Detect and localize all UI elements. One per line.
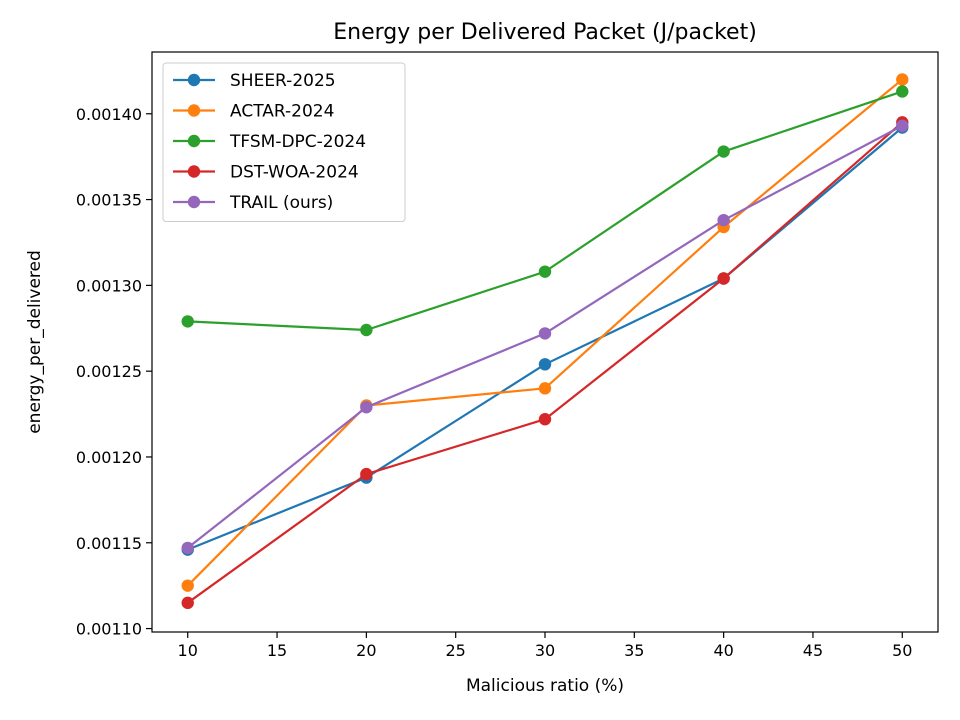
data-point (181, 541, 194, 555)
series-layer (181, 73, 909, 610)
y-tick-label: 0.00110 (76, 620, 142, 639)
legend: SHEER-2025 ACTAR-2024 TFSM-DPC-2024 DST-WOA… (162, 62, 406, 222)
data-point (896, 73, 909, 86)
legend-label: DST-WOA-2024 (230, 163, 359, 183)
y-tick-label: 0.00115 (76, 534, 142, 553)
x-axis: 10 15 20 25 30 35 40 45 50 (178, 632, 912, 660)
x-tick-label: 30 (535, 641, 555, 660)
data-point (717, 272, 730, 285)
data-point (181, 315, 194, 328)
y-tick-label: 0.00135 (76, 191, 142, 210)
data-point (896, 119, 909, 132)
y-axis: 0.00110 0.00115 0.00120 0.00125 0.00130 0.001… (76, 105, 152, 639)
legend-marker (187, 104, 201, 117)
data-point (717, 145, 730, 158)
x-tick-label: 40 (713, 641, 733, 660)
data-point (181, 579, 194, 592)
x-tick-label: 20 (356, 641, 376, 660)
legend-label: TFSM-DPC-2024 (229, 132, 366, 152)
data-point (538, 358, 552, 371)
legend-label: ACTAR-2024 (230, 102, 334, 122)
data-point (538, 382, 552, 395)
x-tick-label: 35 (624, 641, 644, 660)
x-axis-label: Malicious ratio (%) (466, 676, 624, 696)
legend-marker (187, 134, 201, 148)
x-tick-label: 10 (178, 641, 198, 660)
legend-item: TFSM-DPC-2024 (173, 132, 366, 152)
data-point (896, 85, 909, 98)
data-point (360, 323, 373, 337)
y-tick-label: 0.00140 (76, 105, 142, 124)
y-axis-label: energy_per_delivered (25, 250, 45, 434)
legend-item: DST-WOA-2024 (173, 163, 359, 183)
series-2 (181, 85, 909, 337)
data-point (181, 596, 194, 610)
legend-item: SHEER-2025 (173, 71, 336, 91)
legend-marker (187, 73, 201, 87)
x-tick-label: 25 (446, 641, 466, 660)
chart-title: Energy per Delivered Packet (J/packet) (333, 20, 757, 45)
legend-box (162, 62, 406, 222)
series-4 (181, 119, 909, 555)
y-tick-label: 0.00125 (76, 362, 142, 381)
y-tick-label: 0.00130 (76, 276, 142, 295)
legend-marker (187, 165, 201, 178)
legend-marker (187, 195, 201, 209)
legend-item: ACTAR-2024 (173, 102, 334, 122)
data-point (538, 413, 552, 426)
data-point (717, 213, 730, 227)
legend-label: TRAIL (ours) (229, 193, 333, 213)
legend-label: SHEER-2025 (230, 71, 336, 91)
data-point (538, 327, 552, 340)
y-tick-label: 0.00120 (76, 448, 142, 467)
x-tick-label: 50 (892, 641, 912, 660)
x-tick-label: 15 (267, 641, 287, 660)
data-point (360, 467, 373, 481)
x-tick-label: 45 (803, 641, 823, 660)
data-point (360, 401, 373, 414)
data-point (538, 265, 552, 278)
legend-item: TRAIL (ours) (173, 193, 333, 213)
